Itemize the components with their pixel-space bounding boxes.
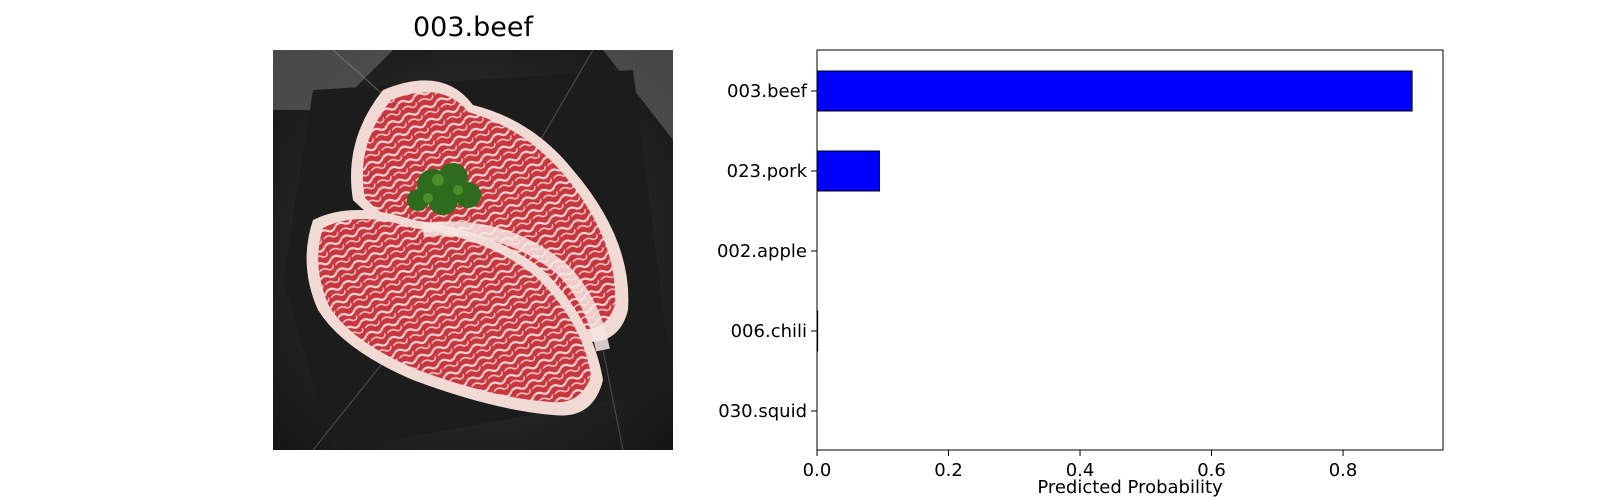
bar-003.beef xyxy=(816,70,1413,112)
x-tick-label: 0.0 xyxy=(803,460,832,481)
y-tick-labels: 003.beef 023.pork 002.apple 006.chili 030.sq… xyxy=(717,81,817,422)
plot-frame xyxy=(816,49,1444,451)
x-tick-label: 0.4 xyxy=(1066,460,1095,481)
x-tick-label: 0.6 xyxy=(1197,460,1226,481)
bar-023.pork xyxy=(816,150,880,192)
x-tick-label: 0.8 xyxy=(1329,460,1358,481)
x-ticks: 0.0 0.2 0.4 0.6 0.8 xyxy=(803,450,1358,481)
bars-group xyxy=(816,70,1413,352)
image-title: 003.beef xyxy=(413,12,533,43)
y-tick-label: 023.pork xyxy=(727,161,808,182)
y-tick-label: 002.apple xyxy=(717,241,807,262)
beef-photo xyxy=(273,50,673,450)
x-tick-label: 0.2 xyxy=(934,460,963,481)
x-axis-label: Predicted Probability xyxy=(1037,477,1223,498)
y-tick-label: 003.beef xyxy=(727,81,808,102)
y-tick-label: 030.squid xyxy=(718,401,807,422)
y-tick-label: 006.chili xyxy=(731,321,807,342)
